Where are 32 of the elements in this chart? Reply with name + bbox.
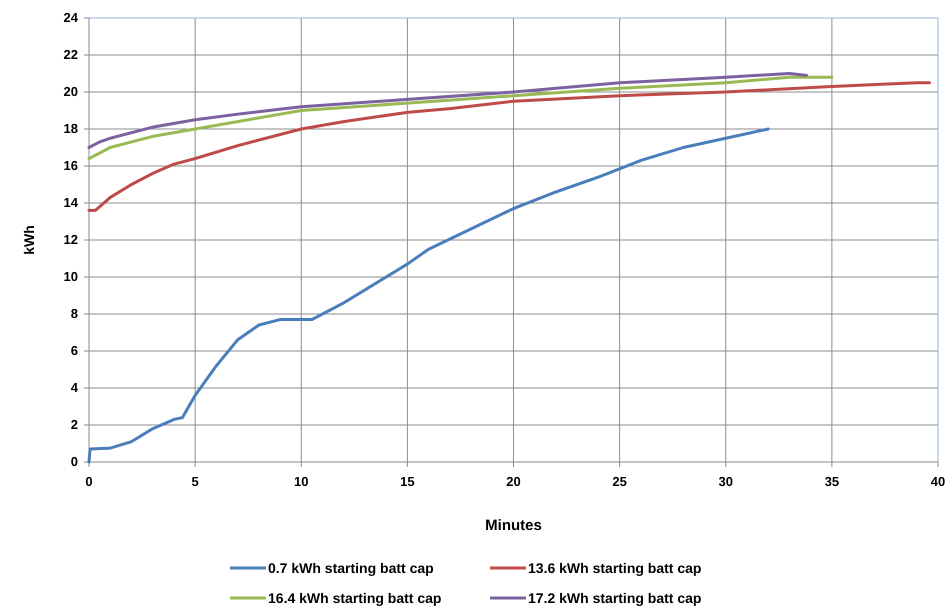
legend-label: 16.4 kWh starting batt cap [268, 590, 442, 606]
x-tick-label: 40 [930, 474, 946, 490]
legend-label: 17.2 kWh starting batt cap [528, 590, 702, 606]
y-tick-label: 16 [64, 158, 78, 174]
x-tick-label: 15 [400, 474, 415, 490]
legend-label: 0.7 kWh starting batt cap [268, 560, 434, 576]
x-tick-label: 0 [85, 474, 93, 490]
y-tick-label: 24 [64, 10, 79, 26]
y-tick-label: 20 [64, 84, 78, 100]
y-tick-label: 10 [64, 269, 78, 284]
legend-label: 13.6 kWh starting batt cap [528, 560, 702, 576]
x-axis-title: Minutes [485, 517, 542, 534]
x-tick-label: 10 [294, 474, 308, 490]
y-tick-label: 8 [70, 306, 78, 322]
y-axis-title: kWh [21, 225, 37, 255]
x-tick-label: 35 [824, 474, 840, 490]
x-tick-label: 5 [192, 474, 199, 490]
line-series [88, 76, 834, 160]
line-series [88, 72, 808, 149]
y-tick-label: 22 [64, 47, 78, 62]
y-tick-label: 14 [64, 195, 79, 210]
x-tick-label: 30 [718, 474, 733, 490]
y-tick-label: 0 [70, 454, 78, 470]
y-tick-label: 18 [64, 121, 78, 136]
line-series [88, 128, 770, 464]
y-tick-label: 6 [70, 343, 78, 358]
line-series [88, 81, 932, 212]
y-tick-label: 2 [70, 417, 78, 432]
x-tick-label: 25 [612, 474, 627, 490]
x-tick-label: 20 [506, 474, 521, 490]
y-tick-label: 4 [70, 380, 79, 396]
y-tick-label: 12 [64, 232, 78, 248]
